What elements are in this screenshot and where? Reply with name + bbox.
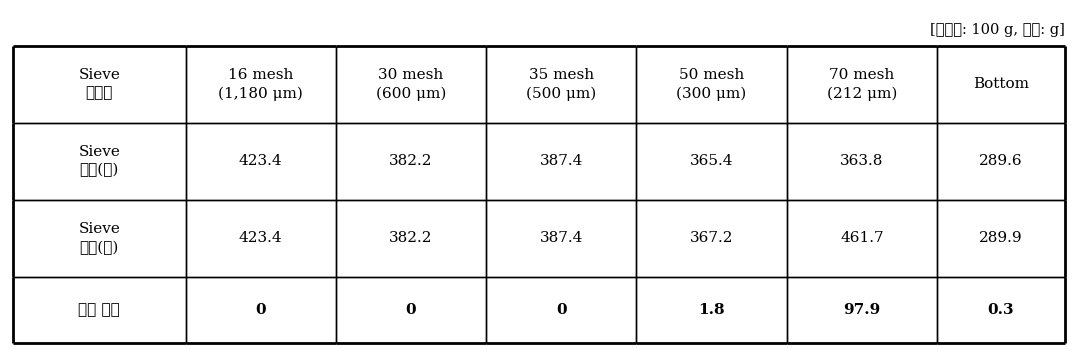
Text: 0: 0 — [556, 303, 567, 317]
Text: 16 mesh
(1,180 μm): 16 mesh (1,180 μm) — [218, 68, 303, 100]
Text: 0: 0 — [405, 303, 416, 317]
Text: 35 mesh
(500 μm): 35 mesh (500 μm) — [526, 68, 596, 100]
Text: 387.4: 387.4 — [540, 154, 583, 168]
Text: 365.4: 365.4 — [690, 154, 733, 168]
Text: 1.8: 1.8 — [699, 303, 724, 317]
Text: 387.4: 387.4 — [540, 231, 583, 245]
Text: 367.2: 367.2 — [690, 231, 733, 245]
Text: 289.6: 289.6 — [979, 154, 1023, 168]
Text: 30 mesh
(600 μm): 30 mesh (600 μm) — [376, 68, 446, 100]
Text: Bottom: Bottom — [973, 77, 1029, 91]
Text: 363.8: 363.8 — [840, 154, 884, 168]
Text: 423.4: 423.4 — [239, 154, 282, 168]
Text: [샘플양: 100 g, 단위: g]: [샘플양: 100 g, 단위: g] — [930, 23, 1065, 37]
Text: 97.9: 97.9 — [843, 303, 881, 317]
Text: 0.3: 0.3 — [987, 303, 1014, 317]
Text: 382.2: 382.2 — [389, 231, 432, 245]
Text: 461.7: 461.7 — [840, 231, 884, 245]
Text: Sieve
사이즈: Sieve 사이즈 — [79, 68, 120, 100]
Text: 382.2: 382.2 — [389, 154, 432, 168]
Text: 0: 0 — [255, 303, 266, 317]
Text: 423.4: 423.4 — [239, 231, 282, 245]
Text: 50 mesh
(300 μm): 50 mesh (300 μm) — [677, 68, 747, 100]
Text: Sieve
무게(전): Sieve 무게(전) — [79, 145, 120, 177]
Text: 70 mesh
(212 μm): 70 mesh (212 μm) — [827, 68, 897, 100]
Text: Sieve
무게(후): Sieve 무게(후) — [79, 222, 120, 255]
Text: 289.9: 289.9 — [979, 231, 1023, 245]
Text: 제품 무게: 제품 무게 — [79, 303, 120, 317]
